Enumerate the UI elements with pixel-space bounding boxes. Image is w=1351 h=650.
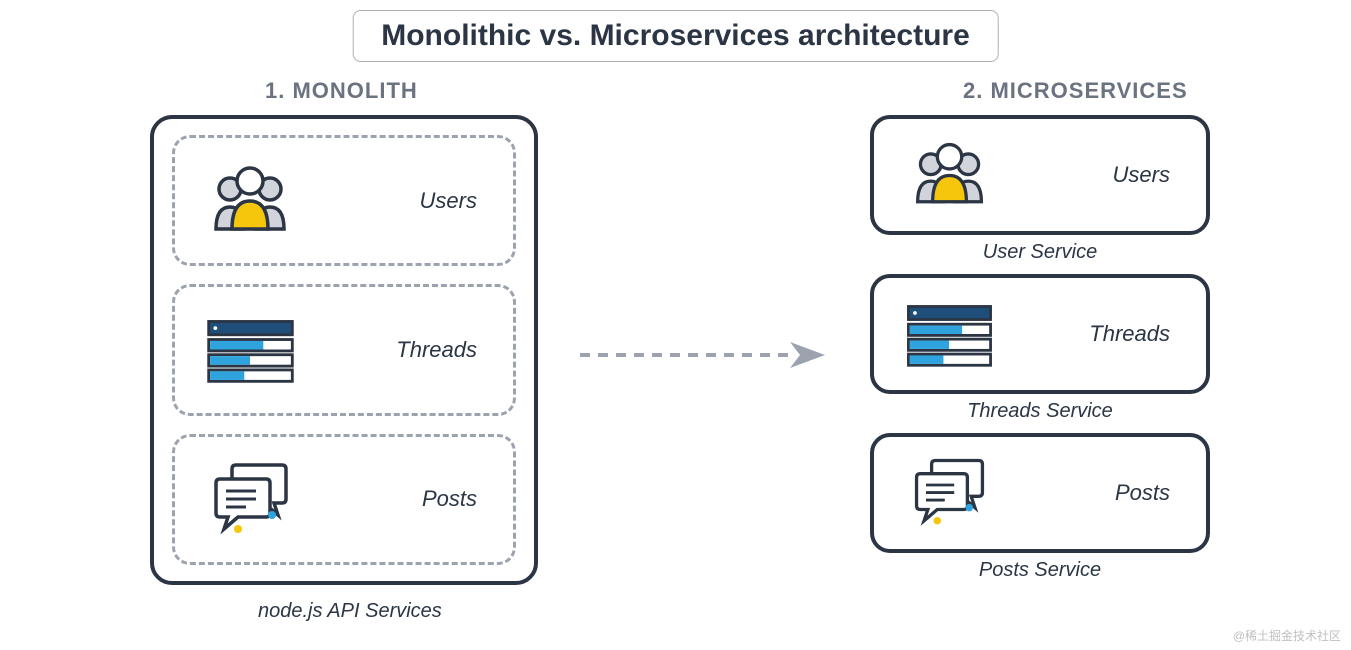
module-label: Posts: [422, 486, 477, 512]
transition-arrow: [580, 340, 830, 370]
microservices-column: Users User Service Threads Threads Servi…: [870, 115, 1210, 592]
monolith-caption: node.js API Services: [258, 600, 442, 623]
service-caption: User Service: [870, 241, 1210, 264]
service-label: Threads: [1089, 321, 1170, 347]
watermark: @稀土掘金技术社区: [1233, 627, 1341, 644]
posts-icon: [203, 457, 298, 542]
monolith-heading: 1. MONOLITH: [265, 78, 418, 104]
users-icon: [203, 161, 298, 241]
module-label: Users: [420, 188, 477, 214]
service-caption: Threads Service: [870, 400, 1210, 423]
monolith-container: Users Threads: [150, 115, 538, 585]
service-label: Posts: [1115, 480, 1170, 506]
threads-icon: [902, 299, 997, 369]
microservice-posts: Posts: [870, 433, 1210, 553]
microservice-threads: Threads: [870, 274, 1210, 394]
module-label: Threads: [396, 337, 477, 363]
diagram-title: Monolithic vs. Microservices architectur…: [352, 10, 999, 62]
monolith-module-threads: Threads: [172, 284, 516, 415]
service-caption: Posts Service: [870, 559, 1210, 582]
posts-icon: [902, 453, 997, 533]
threads-icon: [203, 312, 298, 387]
monolith-module-posts: Posts: [172, 434, 516, 565]
service-label: Users: [1113, 162, 1170, 188]
microservices-heading: 2. MICROSERVICES: [963, 78, 1188, 104]
monolith-module-users: Users: [172, 135, 516, 266]
microservice-users: Users: [870, 115, 1210, 235]
users-icon: [902, 138, 997, 213]
